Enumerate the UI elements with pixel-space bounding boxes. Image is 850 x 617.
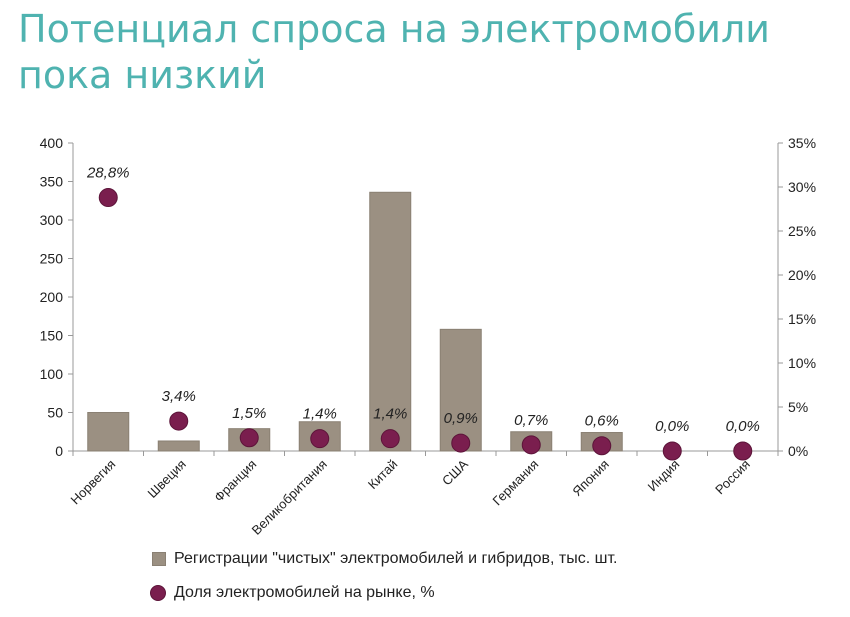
bar-6 bbox=[439, 328, 482, 452]
category-label: Норвегия bbox=[68, 457, 119, 508]
left-tick-label: 400 bbox=[40, 135, 64, 151]
category-label: США bbox=[439, 456, 471, 488]
share-point-7 bbox=[521, 435, 541, 455]
share-data-label: 1,5% bbox=[232, 405, 266, 422]
right-tick-label: 15% bbox=[788, 311, 816, 327]
right-tick-label: 20% bbox=[788, 267, 816, 283]
chart-legend: Регистрации "чистых" электромобилей и ги… bbox=[150, 548, 617, 616]
share-point-1 bbox=[98, 188, 118, 208]
left-tick-label: 150 bbox=[40, 328, 64, 344]
legend-dot-label: Доля электромобилей на рынке, % bbox=[174, 584, 435, 601]
share-data-label: 0,0% bbox=[726, 418, 760, 435]
right-tick-label: 35% bbox=[788, 135, 816, 151]
left-tick-label: 100 bbox=[40, 366, 64, 382]
share-data-label: 1,4% bbox=[303, 406, 337, 423]
right-tick-label: 0% bbox=[788, 443, 808, 459]
bar-2 bbox=[157, 440, 200, 452]
category-label: Франция bbox=[211, 457, 259, 505]
left-tick-label: 50 bbox=[47, 405, 63, 421]
share-data-label: 0,9% bbox=[444, 410, 478, 427]
share-data-label: 0,0% bbox=[655, 418, 689, 435]
share-data-label: 1,4% bbox=[373, 406, 407, 423]
left-tick-label: 350 bbox=[40, 174, 64, 190]
legend-bar-label: Регистрации "чистых" электромобилей и ги… bbox=[174, 550, 618, 567]
category-label: Китай bbox=[365, 457, 400, 492]
share-point-9 bbox=[662, 441, 682, 461]
left-tick-label: 200 bbox=[40, 289, 64, 305]
page-title: Потенциал спроса на электромобили пока н… bbox=[18, 7, 770, 97]
left-tick-label: 0 bbox=[55, 443, 63, 459]
left-tick-label: 250 bbox=[40, 251, 64, 267]
share-point-2 bbox=[169, 411, 189, 431]
share-point-3 bbox=[239, 428, 259, 448]
category-label: Великобритания bbox=[249, 457, 330, 538]
legend-item-bars: Регистрации "чистых" электромобилей и ги… bbox=[150, 548, 617, 570]
share-point-6 bbox=[451, 433, 471, 453]
bar-1 bbox=[87, 412, 130, 452]
left-tick-label: 300 bbox=[40, 212, 64, 228]
bar-5 bbox=[369, 191, 412, 452]
share-data-label: 3,4% bbox=[162, 388, 196, 405]
right-tick-label: 25% bbox=[788, 223, 816, 239]
category-label: Россия bbox=[712, 457, 753, 498]
category-label: Швеция bbox=[145, 457, 189, 501]
category-label: Индия bbox=[645, 457, 683, 495]
share-data-label: 28,8% bbox=[86, 165, 130, 182]
right-tick-label: 30% bbox=[788, 179, 816, 195]
share-data-label: 0,7% bbox=[514, 412, 548, 429]
share-data-label: 0,6% bbox=[585, 413, 619, 430]
share-point-10 bbox=[733, 441, 753, 461]
share-point-4 bbox=[310, 429, 330, 449]
legend-bar-swatch bbox=[152, 552, 166, 566]
share-point-8 bbox=[592, 436, 612, 456]
legend-item-share: Доля электромобилей на рынке, % bbox=[150, 582, 617, 604]
share-point-5 bbox=[380, 429, 400, 449]
legend-dot-swatch bbox=[150, 585, 166, 601]
right-tick-label: 5% bbox=[788, 399, 808, 415]
category-label: Германия bbox=[490, 457, 542, 509]
right-tick-label: 10% bbox=[788, 355, 816, 371]
category-label: Япония bbox=[569, 457, 612, 500]
